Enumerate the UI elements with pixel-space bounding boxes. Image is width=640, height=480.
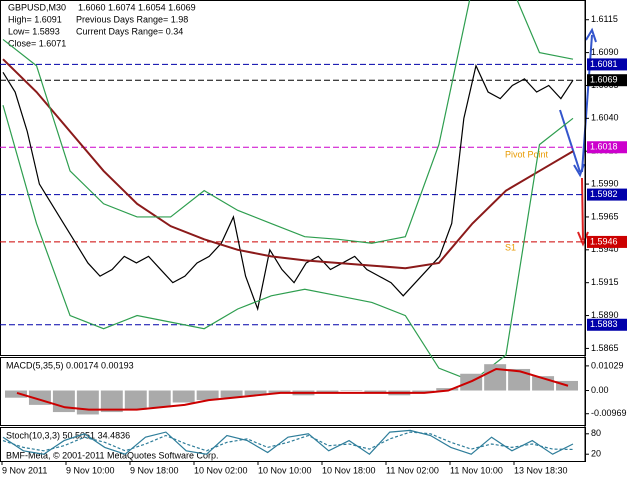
level-box — [587, 74, 627, 87]
histogram-bar — [412, 390, 435, 393]
histogram-bar — [508, 368, 531, 391]
level-label: 1.5883 — [590, 319, 618, 329]
histogram-bar — [124, 390, 147, 410]
x-tick-label: 11 Nov 10:00 — [450, 465, 503, 475]
level-label: 1.5982 — [590, 189, 618, 199]
y-tick-label: 1.6115 — [591, 14, 618, 24]
y-tick-label: 1.6040 — [591, 113, 619, 123]
y-tick-label: 80 — [591, 428, 601, 438]
histogram-bar — [196, 390, 219, 401]
info: Low= 1.5893 — [8, 26, 60, 36]
footer: BMF-Meta, © 2001-2011 MetaQuotes Softwar… — [6, 450, 219, 460]
histogram-bar — [220, 390, 243, 398]
histogram-bar — [244, 390, 267, 396]
y-tick-label: 1.5865 — [591, 343, 619, 353]
annotation: S1 — [505, 242, 516, 252]
histogram-bar — [436, 388, 459, 391]
y-tick-label: 1.5965 — [591, 211, 619, 221]
level-box — [587, 188, 627, 201]
level-label: 1.6069 — [590, 75, 618, 85]
series-line — [2, 429, 574, 455]
y-tick-label: 1.5915 — [591, 277, 619, 287]
info: Current Days Range= 0.34 — [76, 26, 183, 36]
x-tick-label: 9 Nov 10:00 — [66, 465, 115, 475]
histogram-bar — [316, 390, 339, 393]
histogram-bar — [484, 364, 507, 391]
x-tick-label: 10 Nov 02:00 — [194, 465, 248, 475]
series-line — [2, 58, 574, 270]
level-label: 1.6081 — [590, 59, 618, 69]
histogram-bar — [148, 390, 171, 408]
info: Previous Days Range= 1.98 — [76, 14, 188, 24]
level-box — [587, 58, 627, 71]
y-tick-label: 1.5890 — [591, 310, 619, 320]
stoch-title: Stoch(10,3,3) 50.5051 34.4836 — [6, 430, 130, 440]
series-line — [2, 431, 574, 452]
y-tick-label: -0.00969 — [591, 408, 627, 418]
x-tick-label: 9 Nov 2011 — [2, 465, 47, 475]
macd-title: MACD(5,35,5) 0.00174 0.00193 — [6, 360, 134, 370]
x-tick-label: 11 Nov 02:00 — [386, 465, 439, 475]
symbol: GBPUSD,M30 — [8, 2, 66, 12]
x-tick-label: 10 Nov 18:00 — [322, 465, 376, 475]
quote: 1.6060 1.6074 1.6054 1.6069 — [78, 2, 196, 12]
y-tick-label: 1.5990 — [591, 178, 619, 188]
level-box — [587, 318, 627, 331]
info: Close= 1.6071 — [8, 38, 66, 48]
histogram-bar — [76, 390, 99, 415]
histogram-bar — [340, 390, 363, 392]
histogram-bar — [5, 390, 27, 398]
y-tick-label: 1.5940 — [591, 244, 619, 254]
level-label: 1.6018 — [590, 142, 618, 152]
info: High= 1.6091 — [8, 14, 62, 24]
histogram-bar — [268, 390, 291, 393]
y-tick-label: 1.6090 — [591, 47, 619, 57]
arrows — [559, 27, 597, 247]
x-tick-label: 13 Nov 18:30 — [514, 465, 568, 475]
annotation: Pivot Point — [505, 149, 549, 159]
y-tick-label: 20 — [591, 449, 601, 459]
y-tick-label: 0.01029 — [591, 360, 624, 370]
level-box — [587, 141, 627, 154]
histogram-bar — [100, 390, 123, 413]
histogram-bar — [172, 390, 195, 403]
series-line — [2, 0, 574, 244]
y-tick-label: 0.00 — [591, 385, 609, 395]
series-line — [2, 63, 574, 312]
histogram-bar — [364, 390, 387, 393]
level-label: 1.5946 — [590, 236, 618, 246]
histogram-bar — [52, 390, 75, 413]
x-tick-label: 10 Nov 10:00 — [258, 465, 312, 475]
level-box — [587, 235, 627, 248]
signal-line — [16, 367, 569, 411]
x-tick-label: 9 Nov 18:00 — [130, 465, 179, 475]
